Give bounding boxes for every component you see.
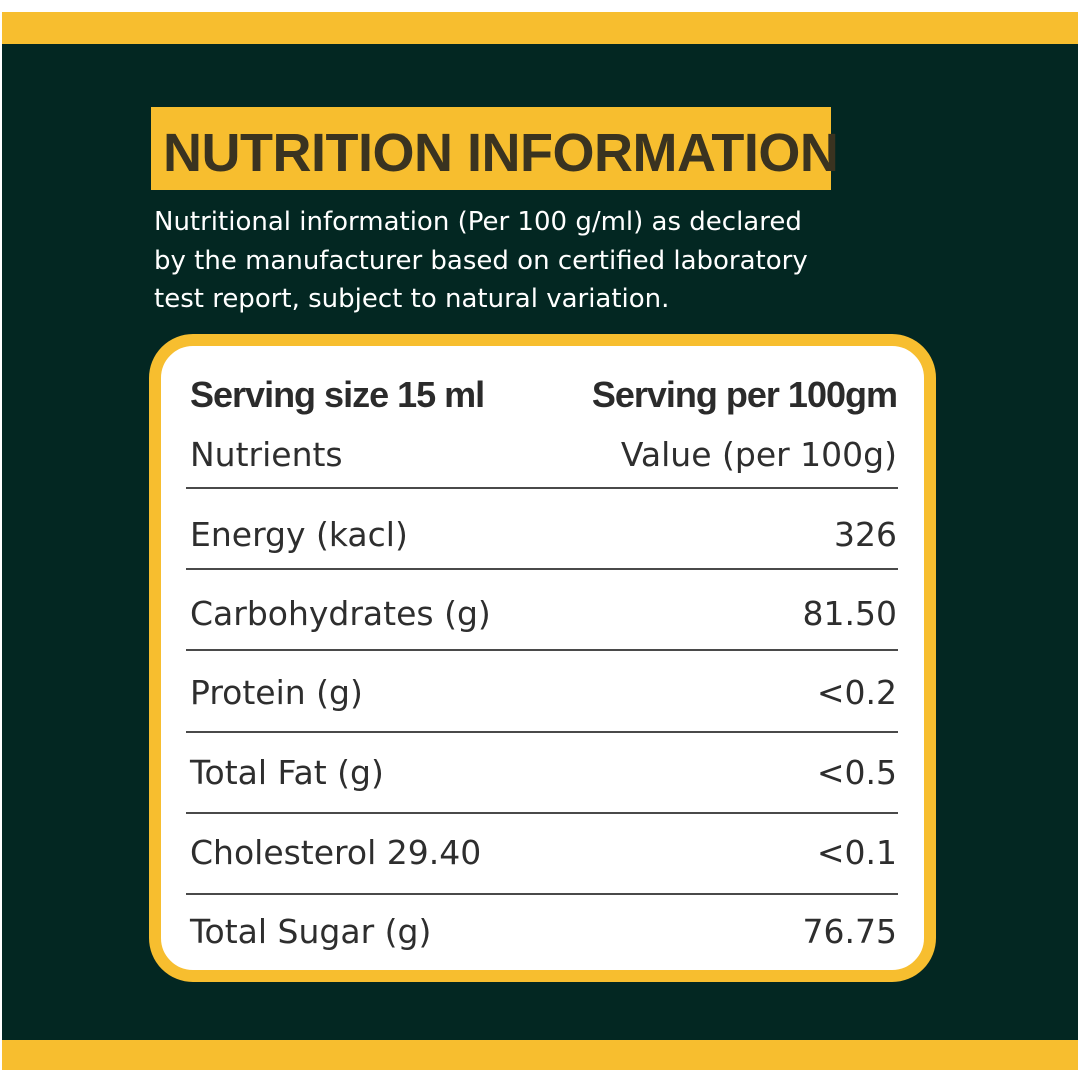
table-divider — [186, 893, 898, 895]
nutrient-label: Cholesterol 29.40 — [190, 833, 482, 872]
table-divider — [186, 731, 898, 733]
nutrient-value: <0.2 — [816, 673, 897, 712]
table-divider — [186, 568, 898, 570]
column-header-nutrients: Nutrients — [190, 435, 343, 474]
nutrient-label: Protein (g) — [190, 673, 363, 712]
nutrient-value: 81.50 — [802, 594, 897, 633]
nutrient-label: Total Fat (g) — [190, 753, 384, 792]
description: Nutritional information (Per 100 g/ml) a… — [154, 203, 874, 319]
nutrition-table-card — [149, 334, 936, 982]
serving-size: Serving size 15 ml — [190, 374, 485, 415]
bottom-accent-stripe — [2, 1040, 1078, 1070]
description-line: test report, subject to natural variatio… — [154, 284, 670, 314]
nutrient-label: Carbohydrates (g) — [190, 594, 491, 633]
nutrient-value: 76.75 — [802, 912, 897, 951]
title-highlight — [151, 107, 831, 190]
nutrient-value: <0.1 — [816, 833, 897, 872]
table-divider — [186, 812, 898, 814]
table-divider — [186, 487, 898, 489]
top-accent-stripe — [2, 12, 1078, 44]
nutrient-value: 326 — [834, 515, 897, 554]
column-header-value: Value (per 100g) — [620, 435, 897, 474]
description-line: Nutritional information (Per 100 g/ml) a… — [154, 207, 802, 237]
serving-header-row: Serving size 15 ml Serving per 100gm — [190, 370, 898, 420]
description-line: by the manufacturer based on certified l… — [154, 245, 808, 276]
nutrient-value: <0.5 — [816, 753, 897, 792]
nutrient-label: Total Sugar (g) — [190, 912, 432, 951]
table-divider — [186, 649, 898, 651]
serving-per: Serving per 100gm — [591, 374, 898, 415]
nutrient-label: Energy (kacl) — [190, 515, 408, 554]
page-title: NUTRITION INFORMATION — [163, 123, 839, 183]
